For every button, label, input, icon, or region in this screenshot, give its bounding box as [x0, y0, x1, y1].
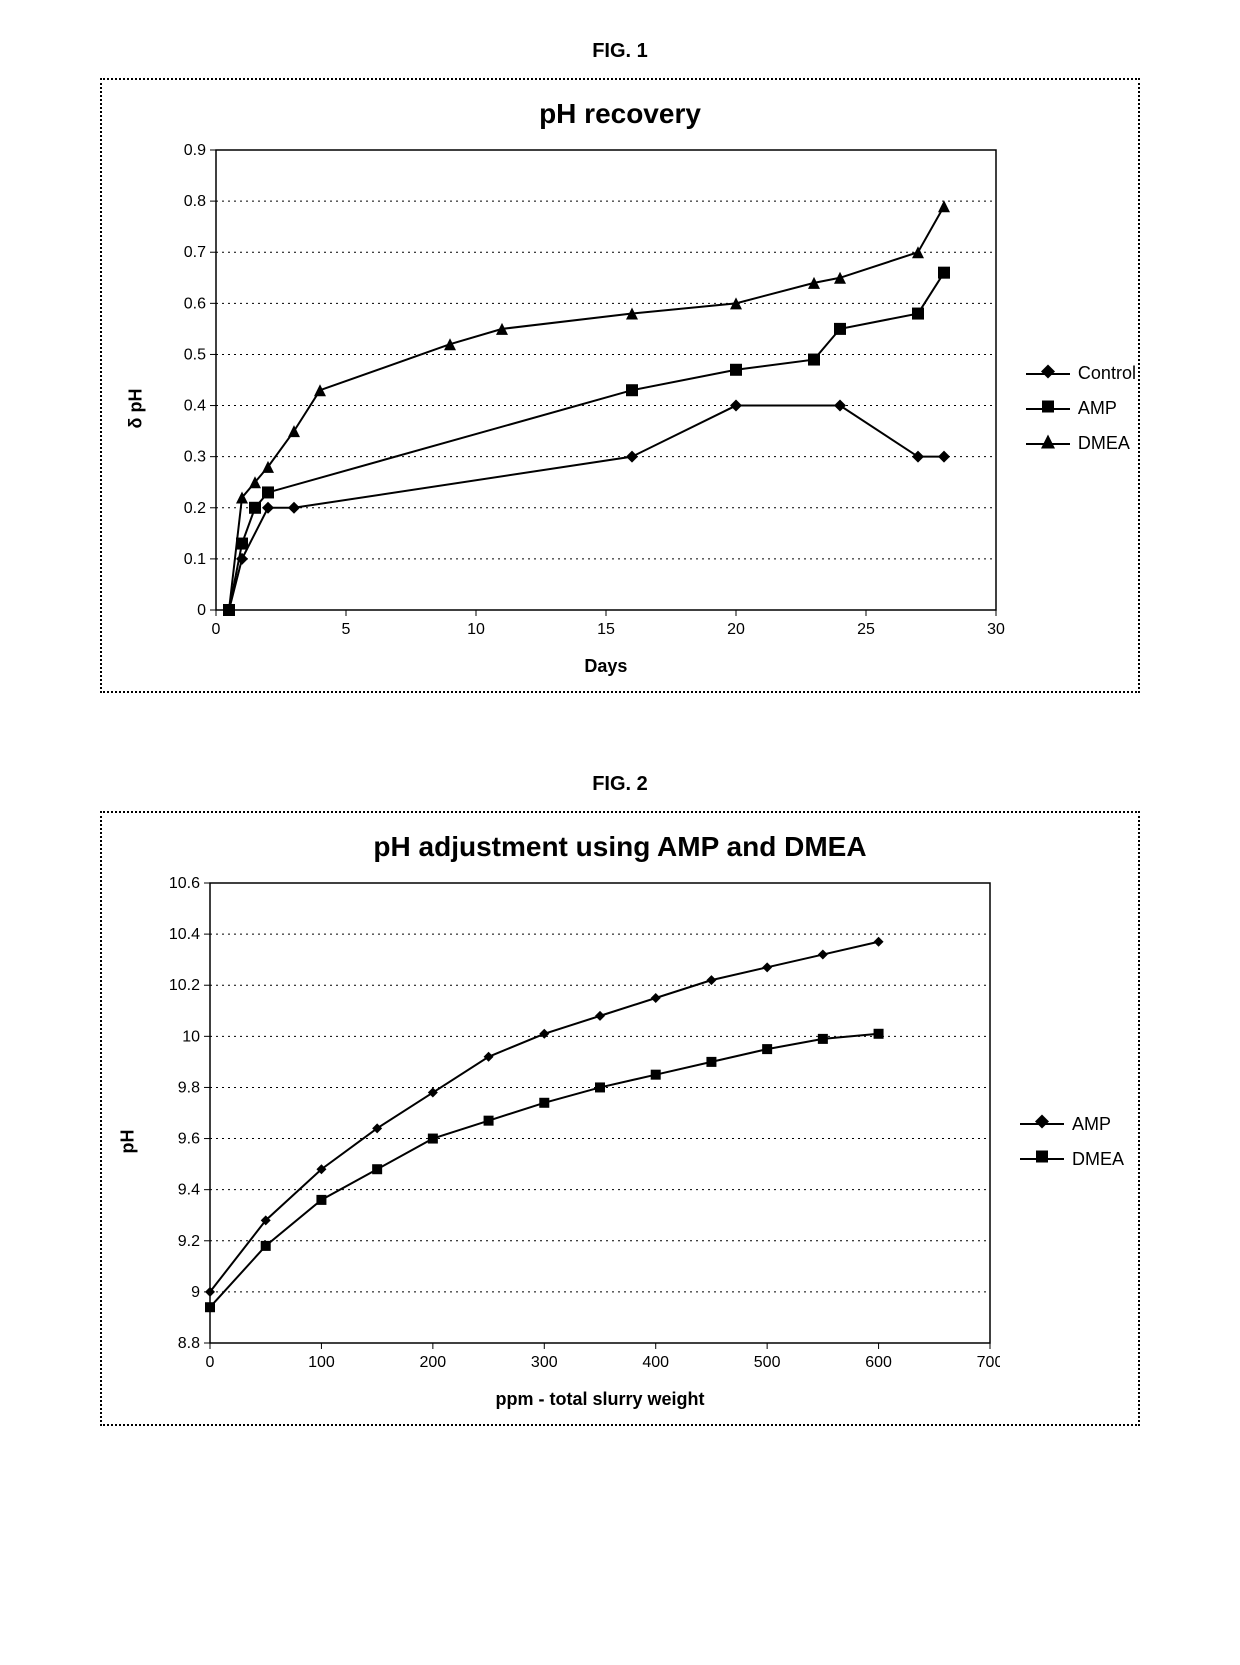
legend-item: DMEA — [1026, 433, 1136, 454]
legend-item: AMP — [1026, 398, 1136, 419]
svg-text:9: 9 — [191, 1284, 200, 1301]
svg-text:0.6: 0.6 — [184, 295, 206, 312]
figure-2: FIG. 2 pH adjustment using AMP and DMEA … — [40, 773, 1200, 1426]
legend-item: DMEA — [1020, 1149, 1124, 1170]
svg-text:10: 10 — [467, 621, 485, 638]
svg-text:10.6: 10.6 — [169, 875, 200, 892]
figure-2-title: pH adjustment using AMP and DMEA — [116, 831, 1124, 863]
figure-1-plot: 0 0.1 0.2 0.3 0.4 0.5 0.6 0.7 0.8 0.9 0 5 10 15 20 25 30 — [156, 140, 1006, 650]
figure-1-container: pH recovery δ pH 00.10.20.30.40.50.60.70… — [100, 78, 1140, 693]
svg-text:0.1: 0.1 — [184, 551, 206, 568]
svg-text:0.9: 0.9 — [184, 142, 206, 159]
figure-2-label: FIG. 2 — [40, 773, 1200, 796]
legend-label: DMEA — [1072, 1149, 1124, 1170]
figure-1: FIG. 1 pH recovery δ pH 0 0.1 0.2 0.3 0.4 0.5… — [40, 40, 1200, 693]
legend-label: DMEA — [1078, 433, 1130, 454]
svg-text:20: 20 — [727, 621, 745, 638]
legend-label: AMP — [1078, 398, 1117, 419]
legend-item: AMP — [1020, 1114, 1124, 1135]
svg-text:0: 0 — [211, 621, 220, 638]
svg-text:9.2: 9.2 — [178, 1233, 200, 1250]
figure-2-plot: 8.8 9 9.2 9.4 9.6 9.8 10 10.2 10.4 10.6 0 100 200 300… — [150, 873, 1000, 1383]
figure-2-xlabel: ppm - total slurry weight — [200, 1389, 1000, 1410]
svg-text:500: 500 — [754, 1354, 781, 1371]
svg-text:10.2: 10.2 — [169, 977, 200, 994]
svg-text:9.6: 9.6 — [178, 1131, 200, 1148]
svg-text:15: 15 — [597, 621, 615, 638]
svg-text:0: 0 — [206, 1354, 215, 1371]
svg-text:0.5: 0.5 — [184, 346, 206, 363]
svg-text:10: 10 — [182, 1028, 200, 1045]
svg-text:300: 300 — [531, 1354, 558, 1371]
legend-item: Control — [1026, 363, 1136, 384]
figure-1-label: FIG. 1 — [40, 40, 1200, 63]
svg-text:0: 0 — [197, 602, 206, 619]
figure-1-legend: Control AMP DMEA — [1006, 349, 1136, 468]
figure-2-container: pH adjustment using AMP and DMEA pH 8.8 9… — [100, 811, 1140, 1426]
figure-2-ylabel: pH — [118, 1130, 139, 1154]
figure-1-ylabel: δ pH — [125, 389, 146, 429]
svg-text:9.8: 9.8 — [178, 1079, 200, 1096]
svg-text:200: 200 — [419, 1354, 446, 1371]
svg-text:0.7: 0.7 — [184, 244, 206, 261]
figure-1-title: pH recovery — [116, 98, 1124, 130]
svg-text:9.4: 9.4 — [178, 1182, 200, 1199]
svg-text:0.8: 0.8 — [184, 193, 206, 210]
figure-2-legend: AMP DMEA — [1000, 1100, 1124, 1184]
svg-text:700: 700 — [977, 1354, 1000, 1371]
legend-label: Control — [1078, 363, 1136, 384]
svg-text:600: 600 — [865, 1354, 892, 1371]
svg-text:5: 5 — [341, 621, 350, 638]
svg-text:0.3: 0.3 — [184, 449, 206, 466]
svg-text:10.4: 10.4 — [169, 926, 200, 943]
svg-text:0.2: 0.2 — [184, 500, 206, 517]
svg-text:400: 400 — [642, 1354, 669, 1371]
svg-text:0.4: 0.4 — [184, 398, 206, 415]
legend-label: AMP — [1072, 1114, 1111, 1135]
svg-text:25: 25 — [857, 621, 875, 638]
svg-text:8.8: 8.8 — [178, 1335, 200, 1352]
svg-text:30: 30 — [987, 621, 1005, 638]
svg-text:100: 100 — [308, 1354, 335, 1371]
figure-1-xlabel: Days — [206, 656, 1006, 677]
